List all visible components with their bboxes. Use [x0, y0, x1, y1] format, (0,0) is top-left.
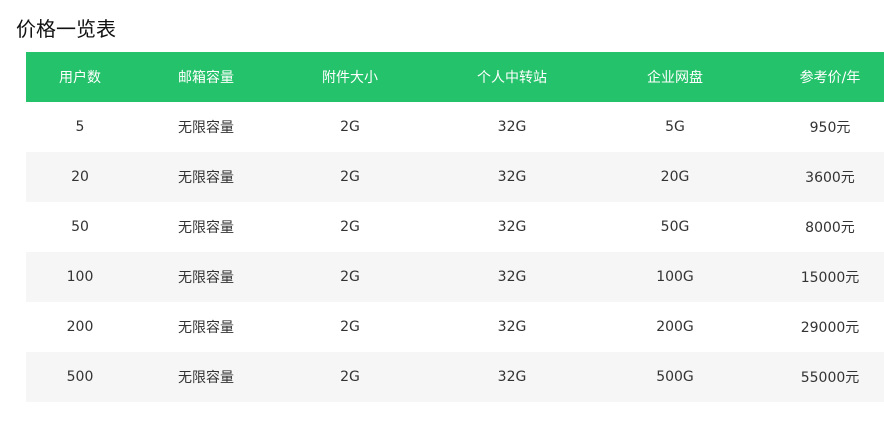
cell-users: 500: [26, 352, 134, 402]
cell-personal-transfer: 32G: [497, 319, 527, 335]
cell-attachment-size: 2G: [340, 119, 360, 135]
column-header-users: 用户数: [26, 52, 134, 102]
column-header-attachment-size: 附件大小: [278, 52, 422, 102]
cell-mailbox-capacity: 无限容量: [178, 220, 234, 236]
cell-users: 200: [66, 319, 94, 335]
cell-mailbox-capacity: 无限容量: [178, 120, 234, 136]
cell-attachment-size: 2G: [340, 219, 360, 235]
cell-price-per-year: 3600元: [748, 152, 884, 202]
cell-mailbox-capacity: 无限容量: [134, 252, 278, 302]
cell-enterprise-disk: 5G: [665, 119, 685, 135]
cell-users: 20: [26, 152, 134, 202]
cell-users: 5: [75, 119, 85, 135]
cell-users: 100: [26, 252, 134, 302]
cell-mailbox-capacity: 无限容量: [178, 320, 234, 336]
cell-personal-transfer: 32G: [497, 119, 527, 135]
price-table: 用户数 邮箱容量 附件大小 个人中转站 企业网盘 参考价/年 5 无限容量 2G 32G 5G 95…: [26, 52, 884, 402]
cell-enterprise-disk: 50G: [660, 219, 690, 235]
cell-price-per-year: 950元: [809, 120, 851, 136]
column-header-enterprise-disk: 企业网盘: [602, 52, 748, 102]
table-row: 20 无限容量 2G 32G 20G 3600元: [26, 152, 884, 202]
cell-enterprise-disk: 200G: [656, 319, 694, 335]
table-header-row: 用户数 邮箱容量 附件大小 个人中转站 企业网盘 参考价/年: [26, 52, 884, 102]
cell-personal-transfer: 32G: [422, 252, 602, 302]
table-row: 100 无限容量 2G 32G 100G 15000元: [26, 252, 884, 302]
cell-price-per-year: 29000元: [800, 320, 860, 336]
cell-enterprise-disk: 100G: [602, 252, 748, 302]
cell-price-per-year: 15000元: [748, 252, 884, 302]
cell-users: 50: [71, 219, 89, 235]
cell-personal-transfer: 32G: [422, 152, 602, 202]
cell-attachment-size: 2G: [278, 252, 422, 302]
cell-enterprise-disk: 500G: [602, 352, 748, 402]
table-row: 500 无限容量 2G 32G 500G 55000元: [26, 352, 884, 402]
cell-mailbox-capacity: 无限容量: [134, 352, 278, 402]
cell-price-per-year: 8000元: [805, 220, 855, 236]
cell-mailbox-capacity: 无限容量: [134, 152, 278, 202]
column-header-price-per-year: 参考价/年: [748, 52, 884, 102]
cell-enterprise-disk: 20G: [602, 152, 748, 202]
column-header-personal-transfer: 个人中转站: [422, 52, 602, 102]
page-title: 价格一览表: [16, 17, 116, 41]
cell-personal-transfer: 32G: [497, 219, 527, 235]
cell-attachment-size: 2G: [278, 152, 422, 202]
cell-attachment-size: 2G: [340, 319, 360, 335]
table-row: 50 无限容量 2G 32G 50G 8000元: [26, 202, 884, 252]
table-row: 5 无限容量 2G 32G 5G 950元: [26, 102, 884, 152]
cell-personal-transfer: 32G: [422, 352, 602, 402]
cell-price-per-year: 55000元: [748, 352, 884, 402]
cell-attachment-size: 2G: [278, 352, 422, 402]
column-header-mailbox-capacity: 邮箱容量: [134, 52, 278, 102]
table-row: 200 无限容量 2G 32G 200G 29000元: [26, 302, 884, 352]
